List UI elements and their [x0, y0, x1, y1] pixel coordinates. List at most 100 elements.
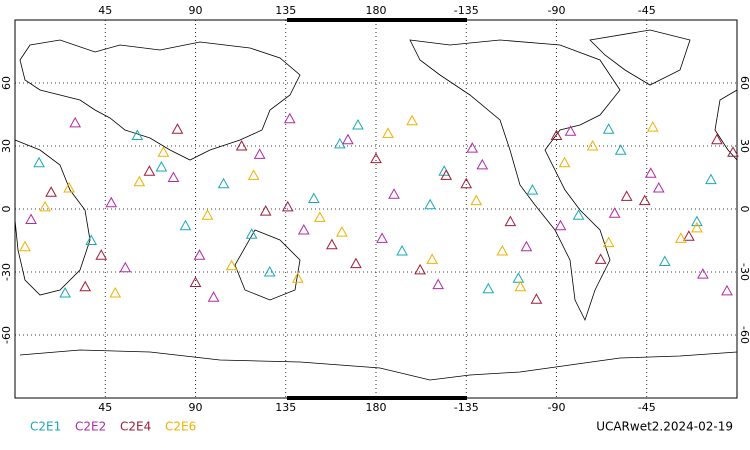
station-marker	[25, 213, 37, 224]
station-marker	[79, 280, 92, 292]
y-tick-label: 0	[0, 206, 13, 213]
station-marker	[424, 198, 436, 210]
station-marker	[263, 265, 276, 277]
x-tick-label: 135	[275, 4, 296, 17]
station-marker	[504, 215, 517, 227]
station-marker	[470, 194, 483, 206]
legend-entry: C2E2	[75, 420, 106, 434]
station-marker	[638, 194, 651, 206]
station-marker	[614, 144, 627, 155]
y-tick-label: 60	[0, 76, 13, 90]
station-marker	[297, 223, 310, 235]
station-marker	[466, 142, 479, 153]
station-marker	[406, 114, 418, 126]
x-tick-label: -135	[454, 401, 479, 414]
station-marker	[396, 244, 408, 256]
station-marker	[105, 196, 118, 208]
station-marker	[586, 139, 599, 151]
x-tick-label: 45	[98, 4, 112, 17]
station-marker	[225, 259, 238, 271]
station-marker	[658, 255, 671, 266]
x-tick-label: 45	[98, 401, 112, 414]
station-marker	[307, 192, 320, 203]
y-tick-label: -60	[0, 326, 13, 344]
station-marker	[45, 186, 57, 197]
x-tick-label: -45	[638, 4, 656, 17]
station-marker	[167, 171, 180, 182]
footer-label: UCARwet2.2024-02-19	[596, 420, 733, 434]
station-marker	[370, 152, 382, 164]
station-marker	[550, 129, 563, 140]
y-tick-label: 0	[738, 206, 750, 213]
x-tick-label: 135	[275, 401, 296, 414]
station-marker	[727, 146, 739, 157]
station-marker	[414, 263, 426, 275]
station-marker	[376, 232, 388, 243]
station-marker	[109, 286, 122, 298]
station-marker	[705, 173, 717, 185]
station-marker	[646, 121, 659, 132]
station-marker	[691, 221, 703, 233]
station-marker	[426, 253, 439, 264]
station-marker	[95, 249, 108, 260]
station-marker	[572, 209, 585, 220]
station-marker	[683, 230, 695, 241]
station-marker	[520, 240, 533, 252]
x-tick-label: 90	[189, 4, 203, 17]
y-tick-label: 60	[738, 76, 750, 90]
station-marker	[281, 200, 294, 212]
station-marker	[352, 118, 364, 130]
station-marker	[440, 169, 453, 180]
station-marker	[334, 137, 346, 149]
station-marker	[155, 160, 168, 172]
y-tick-label: -60	[738, 326, 750, 344]
station-marker	[201, 209, 214, 220]
station-marker	[608, 207, 621, 218]
station-marker	[131, 129, 144, 140]
station-marker	[39, 200, 51, 212]
station-marker	[143, 165, 156, 176]
station-marker	[69, 116, 82, 128]
station-marker	[259, 205, 272, 216]
station-marker	[512, 272, 525, 283]
station-marker	[460, 177, 473, 189]
station-marker	[235, 139, 248, 151]
x-tick-label: -45	[638, 401, 656, 414]
station-marker	[313, 211, 326, 222]
y-tick-label: 30	[0, 139, 13, 153]
x-tick-label: 90	[189, 401, 203, 414]
station-marker	[432, 278, 445, 290]
station-marker	[247, 169, 260, 180]
station-marker	[564, 125, 577, 136]
station-marker	[711, 133, 723, 145]
station-marker	[554, 219, 567, 231]
station-marker	[530, 293, 543, 304]
x-tick-label: -135	[454, 4, 479, 17]
station-marker	[253, 148, 266, 159]
station-marker	[526, 184, 539, 195]
station-marker	[721, 284, 733, 296]
y-tick-label: 30	[738, 139, 750, 153]
station-marker	[207, 291, 220, 302]
legend-entry: C2E1	[30, 420, 61, 434]
station-marker	[620, 190, 633, 201]
station-marker	[514, 280, 527, 292]
x-tick-label: -90	[548, 4, 566, 17]
station-marker	[674, 232, 687, 243]
x-tick-label: 180	[366, 4, 387, 17]
station-marker	[558, 156, 571, 168]
station-marker	[342, 133, 354, 145]
station-marker	[179, 219, 192, 231]
station-marker	[33, 156, 45, 168]
legend-entry: C2E6	[165, 420, 196, 434]
station-marker	[217, 177, 230, 189]
station-marker	[85, 234, 98, 245]
station-marker	[119, 261, 132, 273]
station-marker	[496, 244, 509, 256]
station-marker	[350, 257, 362, 269]
station-marker	[63, 181, 75, 193]
x-tick-label: -90	[548, 401, 566, 414]
station-marker	[644, 167, 657, 178]
station-marker	[283, 112, 296, 124]
